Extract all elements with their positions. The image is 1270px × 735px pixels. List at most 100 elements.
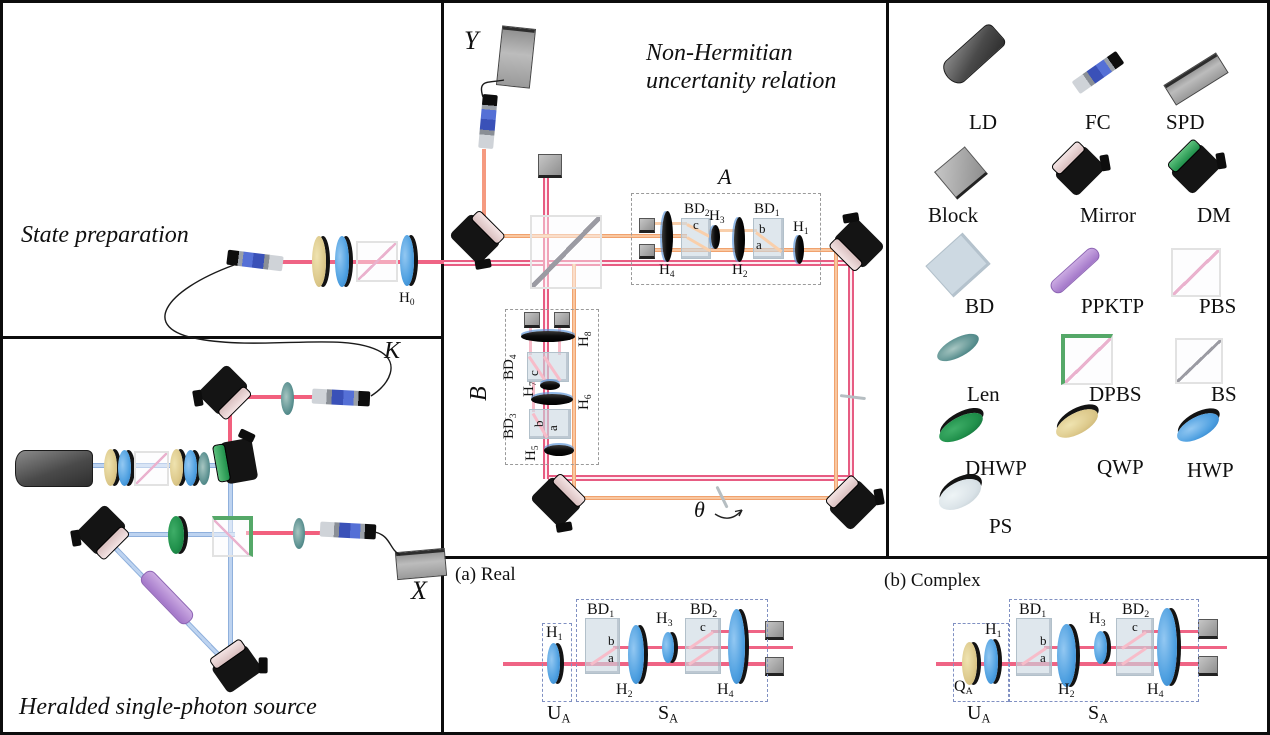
beam-red-to-fc-k [239,395,319,399]
qwp-source-1 [104,449,117,486]
legend-dpbs-label: DPBS [1089,382,1142,406]
block-b-left [524,312,540,328]
h0-label: H0 [399,290,415,309]
panel-a-sa-label: SA [658,703,678,726]
panel-a-title: (a) Real [455,564,516,585]
legend-hwp-icon [1172,407,1224,448]
legend-len-icon [933,328,983,367]
panel-b-qa-waveplate [962,642,977,685]
fiber-coupler-x [319,521,377,540]
label-sub: 1 [996,628,1002,640]
lens-to-k [281,382,294,415]
beam-pink-top [444,260,854,266]
label-sub: 4 [669,269,675,280]
beam-splitter-cube [530,215,602,289]
hwp-source-1 [118,450,131,486]
label-sub: 0 [409,297,415,308]
block-a-lower [639,244,655,259]
bd3-label: BD3 [501,414,520,440]
panel-b-ua-box [953,623,1009,702]
legend-fc-icon [1071,50,1125,95]
h3-label: H3 [709,208,725,227]
fiber-coupler-state-prep [226,249,284,272]
heralded-source-title: Heralded single-photon source [19,694,317,720]
label-base: H [659,262,670,278]
label-sub: 4 [728,688,734,700]
mirror-source-top [196,363,250,417]
legend-ld-label: LD [969,110,997,134]
h2-waveplate [734,217,745,262]
legend-hwp-label: HWP [1187,458,1234,482]
beam-pink-right [848,264,854,481]
bd3-crystal [529,409,571,439]
legend-spd-icon [1163,52,1229,106]
legend-ppktp-label: PPKTP [1081,294,1145,318]
bd2-label: BD2 [684,201,710,220]
legend-len-label: Len [967,382,1000,406]
panel-b-b-label: b [1040,633,1047,648]
legend-block-label: Block [928,203,979,227]
label-sub: 8 [583,331,594,337]
label-sub: 2 [704,208,710,219]
label-base: BD [587,601,610,618]
label-base: H [985,621,997,638]
h1-label: H1 [793,219,809,238]
beam-pink-bottom [548,475,854,481]
h4-label: H4 [659,262,675,281]
divider-vertical-main [441,3,444,732]
mirror-source-bottom [210,643,264,695]
path-a-label-b: a [545,425,560,431]
pbs-state-prep [356,241,398,282]
label-sub: 5 [530,445,541,451]
spd-y [495,25,537,89]
legend-fc-label: FC [1085,110,1111,134]
beam-blue-down [228,471,233,655]
fiber-coupler-k [311,388,371,407]
label-base: H [1058,681,1070,698]
ppktp-crystal [137,567,197,628]
path-b-label-a: b [759,221,766,236]
a-module-label: A [718,164,732,189]
panel-b-h3-waveplate [1094,631,1107,664]
panel-a-h3-label: H3 [656,610,673,629]
beam-pink-left [543,174,549,479]
label-base: BD [754,201,775,217]
label-base: H [521,386,537,397]
label-base: H [656,610,668,627]
panel-b-sa-label: SA [1088,703,1108,726]
laser-diode [15,450,93,487]
state-preparation-title: State preparation [21,222,189,248]
legend-ppktp-icon [1047,244,1103,297]
panel-a-h4-label: H4 [717,681,734,700]
label-sub: A [965,685,973,697]
label-base: BD [690,601,713,618]
h5-label: H5 [523,445,542,462]
legend-dhwp-icon [934,406,988,449]
legend-block-icon [934,146,988,200]
label-sub: A [561,711,571,726]
legend-qwp-label: QWP [1097,455,1144,479]
label-sub: 3 [719,215,725,226]
panel-b-bd1 [1016,618,1052,676]
panel-a-h1-waveplate [547,643,560,684]
panel-a-block-top [765,621,784,640]
h4-waveplate [662,211,673,262]
panel-a-block-bottom [765,657,784,676]
panel-b-sa-box [1009,599,1199,702]
panel-a-sa-box [576,599,768,702]
beam-orange-bottom [572,496,838,500]
label-base: BD [501,359,517,380]
legend-mirror-label: Mirror [1080,203,1136,227]
panel-a-bd2-label: BD2 [690,601,718,620]
label-base: H [576,336,592,347]
legend-spd-label: SPD [1166,110,1205,134]
bd2-crystal [681,218,711,259]
panel-a-b-label: b [608,633,615,648]
beam-pink-b-cpath [529,327,532,355]
label-sub: 2 [712,608,718,620]
beam-orange-left [572,264,576,500]
label-base: H [523,450,539,461]
panel-b-h1-waveplate [984,639,998,684]
label-base: U [547,702,562,724]
panel-a-ua-label: UA [547,703,570,726]
